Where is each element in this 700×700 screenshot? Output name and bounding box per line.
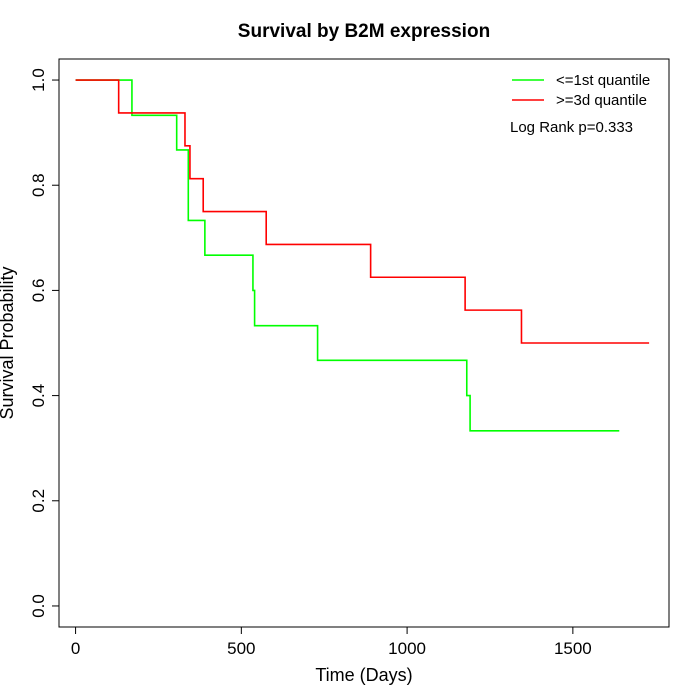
legend-label-0: <=1st quantile xyxy=(556,72,650,89)
plot-frame xyxy=(58,58,670,628)
y-tick-label: 0.2 xyxy=(29,489,48,513)
y-axis: 0.0 0.2 0.4 0.6 0.8 1.0 xyxy=(29,68,59,618)
y-tick-label: 0.8 xyxy=(29,173,48,197)
x-axis: 0 500 1000 1500 xyxy=(71,627,592,658)
x-axis-label: Time (Days) xyxy=(315,665,412,685)
survival-curve-1 xyxy=(75,79,650,344)
y-tick-label: 0.4 xyxy=(29,384,48,408)
y-tick-label: 0.0 xyxy=(29,594,48,618)
chart-title: Survival by B2M expression xyxy=(238,21,490,42)
legend-label-1: >=3d quantile xyxy=(556,92,647,109)
legend: <=1st quantile >=3d quantile xyxy=(512,72,650,109)
survival-curves xyxy=(75,79,650,432)
log-rank-annotation: Log Rank p=0.333 xyxy=(510,119,633,136)
x-tick-label: 0 xyxy=(71,639,80,658)
y-axis-label: Survival Probability xyxy=(0,266,17,419)
y-tick-label: 1.0 xyxy=(29,68,48,92)
survival-curve-0 xyxy=(75,79,620,432)
x-tick-label: 1000 xyxy=(388,639,426,658)
x-tick-label: 1500 xyxy=(554,639,592,658)
y-tick-label: 0.6 xyxy=(29,279,48,303)
x-tick-label: 500 xyxy=(227,639,255,658)
